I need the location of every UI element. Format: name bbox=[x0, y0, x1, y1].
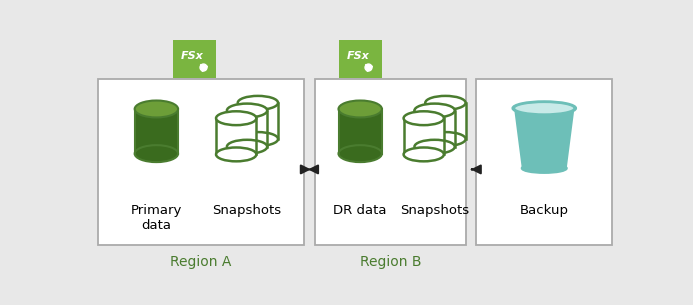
Ellipse shape bbox=[403, 111, 444, 125]
Text: Snapshots: Snapshots bbox=[213, 204, 281, 217]
FancyBboxPatch shape bbox=[477, 79, 612, 245]
Text: Region B: Region B bbox=[360, 255, 421, 269]
Polygon shape bbox=[414, 110, 455, 147]
Text: FSx: FSx bbox=[347, 51, 369, 61]
Text: FSx: FSx bbox=[181, 51, 204, 61]
Ellipse shape bbox=[216, 111, 256, 125]
Polygon shape bbox=[403, 118, 444, 154]
FancyBboxPatch shape bbox=[173, 40, 216, 78]
Polygon shape bbox=[227, 110, 267, 147]
Polygon shape bbox=[338, 109, 382, 154]
Ellipse shape bbox=[134, 101, 178, 117]
Ellipse shape bbox=[338, 145, 382, 162]
Ellipse shape bbox=[238, 132, 278, 146]
Ellipse shape bbox=[227, 140, 267, 154]
Ellipse shape bbox=[134, 145, 178, 162]
Text: DR data: DR data bbox=[333, 204, 387, 217]
Ellipse shape bbox=[514, 102, 574, 114]
Polygon shape bbox=[134, 109, 178, 154]
Ellipse shape bbox=[338, 101, 382, 117]
Ellipse shape bbox=[414, 104, 455, 117]
Text: Region A: Region A bbox=[170, 255, 231, 269]
Text: Backup: Backup bbox=[520, 204, 569, 217]
FancyBboxPatch shape bbox=[98, 79, 304, 245]
Polygon shape bbox=[216, 118, 256, 154]
Ellipse shape bbox=[522, 164, 567, 173]
Ellipse shape bbox=[227, 104, 267, 117]
Ellipse shape bbox=[216, 148, 256, 161]
Polygon shape bbox=[238, 103, 278, 139]
Ellipse shape bbox=[426, 96, 466, 110]
Ellipse shape bbox=[403, 148, 444, 161]
FancyBboxPatch shape bbox=[315, 79, 466, 245]
Text: Primary
data: Primary data bbox=[131, 204, 182, 232]
Ellipse shape bbox=[426, 132, 466, 146]
Polygon shape bbox=[514, 108, 574, 168]
FancyBboxPatch shape bbox=[340, 40, 382, 78]
Ellipse shape bbox=[414, 140, 455, 154]
Ellipse shape bbox=[238, 96, 278, 110]
Polygon shape bbox=[426, 103, 466, 139]
Text: Snapshots: Snapshots bbox=[400, 204, 469, 217]
